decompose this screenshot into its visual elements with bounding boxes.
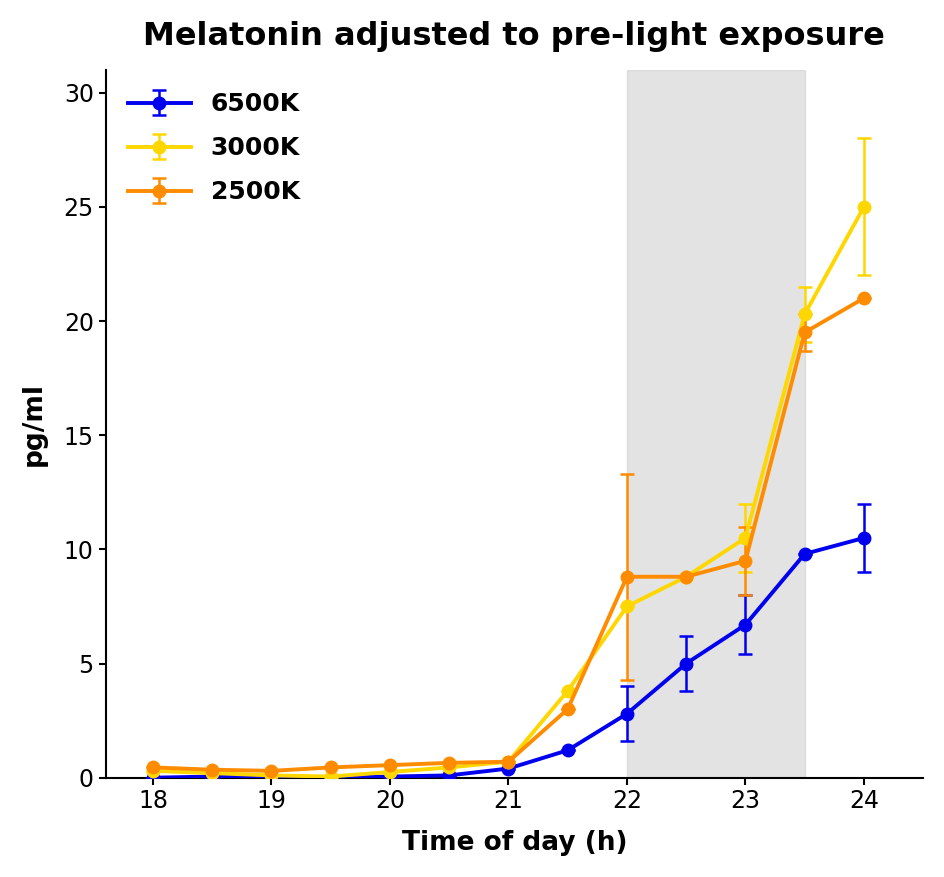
Y-axis label: pg/ml: pg/ml (21, 381, 47, 466)
Title: Melatonin adjusted to pre-light exposure: Melatonin adjusted to pre-light exposure (143, 21, 885, 52)
Legend: 6500K, 3000K, 2500K: 6500K, 3000K, 2500K (118, 82, 310, 214)
Bar (627, 70, 804, 778)
X-axis label: Time of day (h): Time of day (h) (401, 831, 627, 856)
